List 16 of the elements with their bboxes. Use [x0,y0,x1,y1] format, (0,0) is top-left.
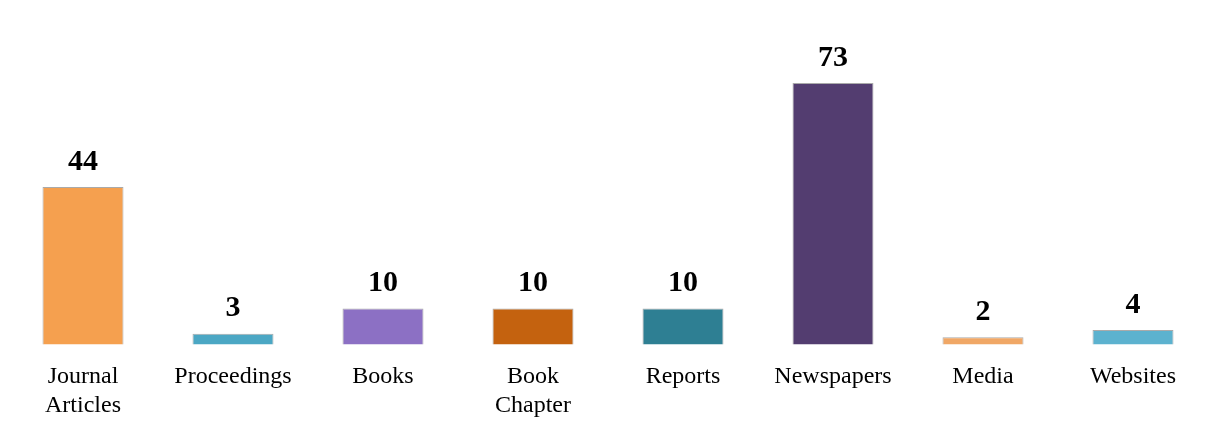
x-tick-label: Media [952,362,1014,389]
data-label: 44 [68,142,98,176]
x-tick-label: Journal Articles [45,362,121,417]
data-label: 3 [225,289,241,323]
x-tick-label: Proceedings [174,362,292,389]
data-label: 10 [368,264,398,298]
x-tick-label: Books [352,362,414,389]
data-label: 2 [975,292,991,326]
data-label: 73 [818,38,848,72]
data-label: 10 [668,264,698,298]
data-label: 4 [1125,285,1141,319]
x-tick-label: Reports [645,362,721,389]
x-tick-label: Newspapers [774,362,892,389]
x-tick-label: Book Chapter [495,362,571,417]
x-tick-label: Websites [1089,362,1177,389]
data-label: 10 [518,264,548,298]
